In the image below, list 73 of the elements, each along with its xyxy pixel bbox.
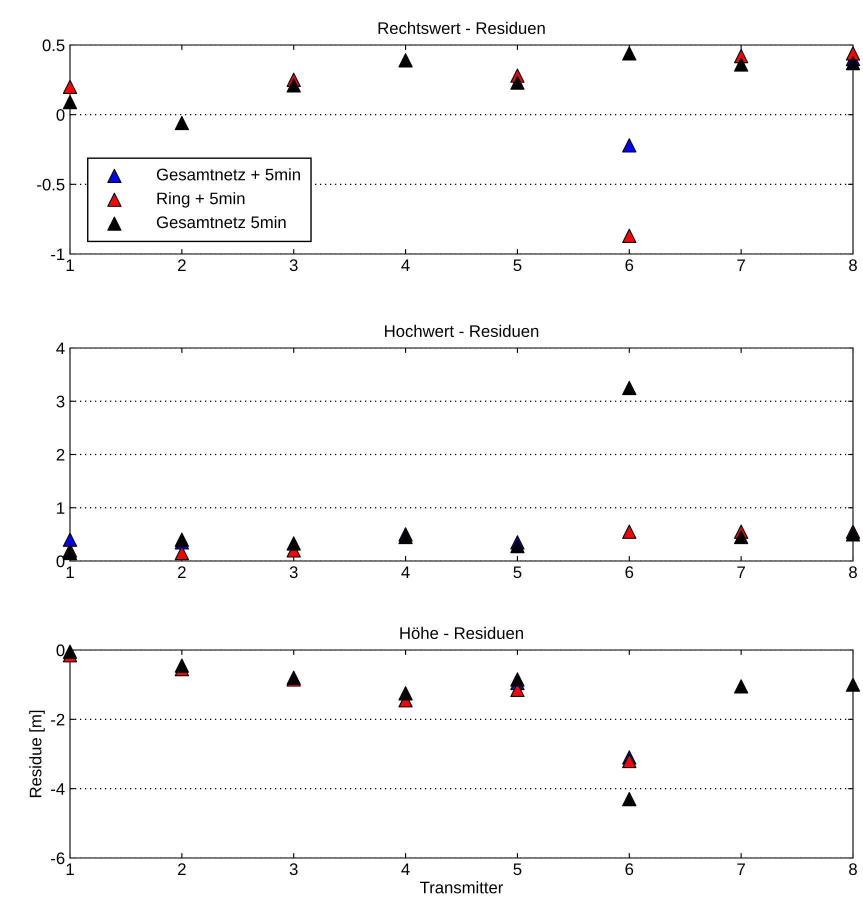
point (174, 532, 189, 547)
point (510, 75, 525, 90)
point (622, 524, 636, 539)
y-tick-label: 1 (57, 502, 64, 514)
point (622, 380, 636, 396)
point (510, 538, 525, 554)
x-tick-label: 4 (401, 566, 410, 578)
x-tick-label: 7 (737, 259, 745, 271)
y-tick-label: -2 (51, 714, 64, 726)
point (622, 46, 636, 61)
x-tick-label: 6 (626, 863, 634, 876)
x-tick-label: 4 (401, 863, 410, 875)
x-tick-label: 7 (737, 863, 745, 875)
chart-title: Höhe - Residuen (400, 626, 523, 640)
y-tick-label: -4 (51, 783, 65, 795)
point (62, 80, 78, 94)
point (286, 78, 301, 93)
x-tick-label: 1 (66, 259, 74, 271)
point (286, 536, 301, 551)
x-tick-label: 1 (66, 566, 74, 578)
y-tick-label: 0 (56, 555, 64, 568)
y-axis-title: Residue [m] (29, 710, 45, 798)
x-tick-label: 5 (513, 863, 522, 876)
y-tick-label: -1 (51, 248, 64, 260)
x-tick-label: 2 (178, 566, 186, 578)
point (622, 754, 636, 768)
y-tick-label: -0.5 (37, 178, 64, 191)
point (510, 672, 525, 687)
point (846, 56, 860, 70)
x-tick-label: 3 (290, 863, 298, 876)
x-tick-label: 1 (66, 863, 74, 875)
legend-label: Ring + 5min (157, 192, 244, 208)
x-tick-label: 2 (178, 259, 186, 271)
point (734, 679, 748, 694)
point (734, 530, 748, 544)
y-tick-label: -6 (51, 852, 64, 864)
x-tick-label: 2 (178, 863, 186, 875)
x-tick-label: 5 (513, 566, 522, 578)
x-tick-label: 8 (849, 259, 857, 272)
x-tick-label: 8 (849, 863, 857, 876)
x-tick-label: 3 (290, 566, 298, 578)
point (846, 527, 860, 542)
x-tick-label: 5 (513, 259, 522, 272)
point (734, 57, 748, 72)
y-tick-label: 0 (56, 109, 64, 121)
point (174, 658, 189, 673)
legend-label: Gesamtnetz + 5min (156, 168, 300, 180)
point (622, 228, 636, 244)
point (174, 546, 189, 560)
y-tick-label: 0 (56, 644, 64, 656)
chart-title: Rechtswert - Residuen (378, 22, 545, 34)
x-tick-label: 7 (737, 566, 745, 578)
point (398, 686, 413, 700)
x-tick-label: 6 (626, 259, 634, 272)
point (622, 792, 636, 806)
y-tick-label: 0.5 (42, 39, 64, 52)
point (398, 53, 413, 68)
x-axis-title: Transmitter (420, 881, 504, 894)
x-tick-label: 6 (626, 566, 634, 578)
point (62, 94, 78, 110)
legend-label: Gesamtnetz 5min (156, 216, 286, 228)
point (62, 546, 78, 560)
point (62, 532, 78, 547)
x-tick-label: 4 (401, 259, 410, 271)
y-tick-label: 4 (56, 342, 65, 354)
x-tick-label: 3 (290, 259, 298, 272)
point (622, 138, 636, 152)
chart-title: Hochwert - Residuen (385, 324, 538, 338)
y-tick-label: 3 (56, 396, 64, 408)
x-tick-label: 8 (849, 566, 857, 578)
point (846, 678, 860, 692)
point (174, 116, 189, 130)
y-tick-label: 2 (56, 448, 64, 461)
